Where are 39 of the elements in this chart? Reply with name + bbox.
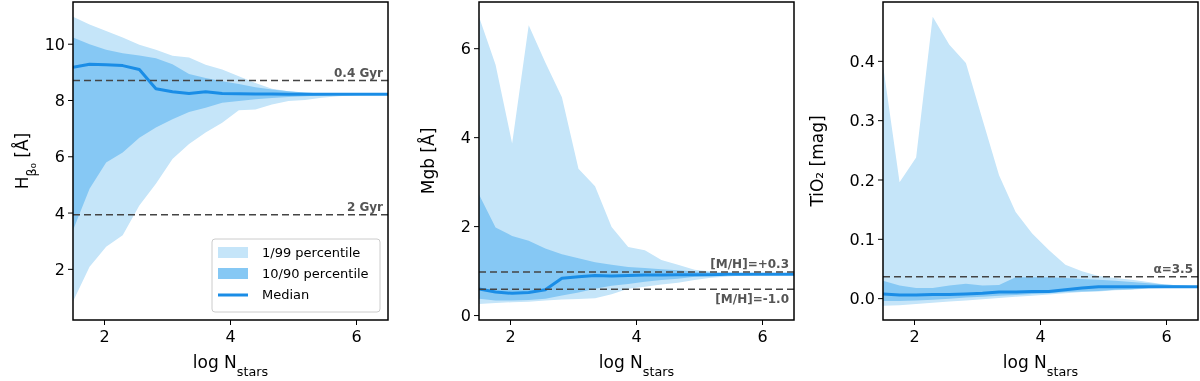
annotation: [M/H]=+0.3: [710, 256, 789, 271]
y-tick-label: 0.0: [849, 289, 875, 309]
y-tick-label: 0.2: [849, 170, 875, 190]
x-tick-label: 4: [631, 327, 642, 346]
x-tick-label: 4: [1035, 327, 1046, 346]
y-tick-label: 0.1: [849, 229, 875, 249]
x-tick-label: 6: [1161, 327, 1172, 346]
line-series: [73, 62, 388, 96]
annotation: [M/H]=-1.0: [715, 292, 789, 307]
y-tick-label: 6: [54, 147, 65, 167]
line-series: [883, 285, 1198, 297]
x-tick-label: 6: [351, 327, 362, 346]
y-tick-label: 10: [44, 34, 65, 54]
annotation: α=3.5: [1153, 261, 1193, 276]
x-axis-title: log N$_{stars}$: [598, 352, 675, 379]
y-tick-label: 6: [460, 39, 471, 59]
x-axis-title: log N$_{stars}$: [192, 352, 269, 379]
annotation: 2 Gyr: [346, 199, 384, 214]
y-tick-label: 4: [54, 203, 65, 223]
x-tick-label: 4: [225, 327, 236, 346]
y-axis-title: Mgb [Å]: [417, 127, 438, 195]
y-tick-label: 4: [460, 128, 471, 148]
y-tick-label: 2: [460, 217, 471, 237]
y-tick-label: 8: [54, 91, 65, 111]
legend-label: 10/90 percentile: [262, 266, 369, 281]
y-tick-label: 0.3: [849, 111, 875, 131]
y-axis-title: TiO₂ [mag]: [807, 115, 827, 208]
x-tick-label: 2: [505, 327, 516, 346]
x-tick-label: 2: [99, 327, 110, 346]
y-tick-label: 0.4: [849, 51, 875, 71]
x-tick-label: 2: [909, 327, 920, 346]
legend-label: Median: [262, 287, 310, 302]
y-tick-label: 0: [460, 306, 471, 326]
x-axis-title: log N$_{stars}$: [1002, 352, 1079, 379]
annotation: 0.4 Gyr: [333, 65, 384, 80]
x-tick-label: 6: [757, 327, 768, 346]
y-tick-label: 2: [54, 259, 65, 279]
line-series: [479, 272, 794, 295]
legend-label: 1/99 percentile: [262, 245, 361, 260]
